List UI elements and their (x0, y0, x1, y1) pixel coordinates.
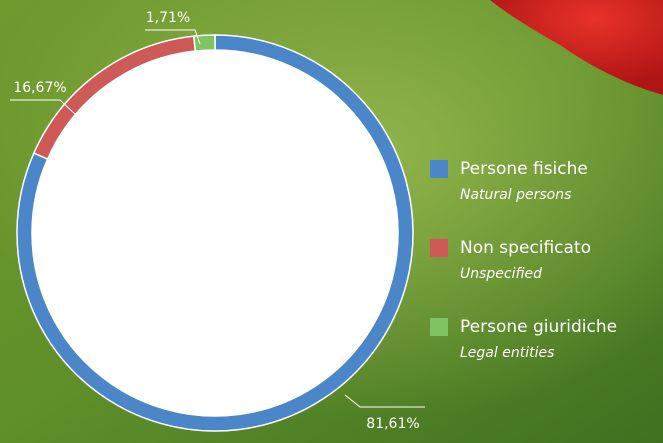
legend-label: Persone fisiche (460, 159, 588, 179)
value-label: 81,61% (366, 416, 419, 432)
page: 81,61% 16,67% 1,71% Persone fisiche Natural… (0, 0, 663, 443)
chart: 81,61% 16,67% 1,71% Persone fisiche Natural… (0, 0, 663, 443)
legend-swatch (430, 160, 448, 178)
value-label: 1,71% (146, 10, 190, 26)
legend-swatch (430, 318, 448, 336)
donut-hole (32, 50, 398, 416)
legend-sublabel: Legal entities (460, 345, 554, 361)
donut-slice (194, 35, 215, 51)
legend-label: Non specificato (460, 238, 591, 258)
value-label: 16,67% (13, 80, 66, 96)
legend-sublabel: Unspecified (460, 266, 542, 282)
legend-label: Persone giuridiche (460, 317, 617, 337)
legend-swatch (430, 239, 448, 257)
legend-sublabel: Natural persons (460, 187, 571, 203)
